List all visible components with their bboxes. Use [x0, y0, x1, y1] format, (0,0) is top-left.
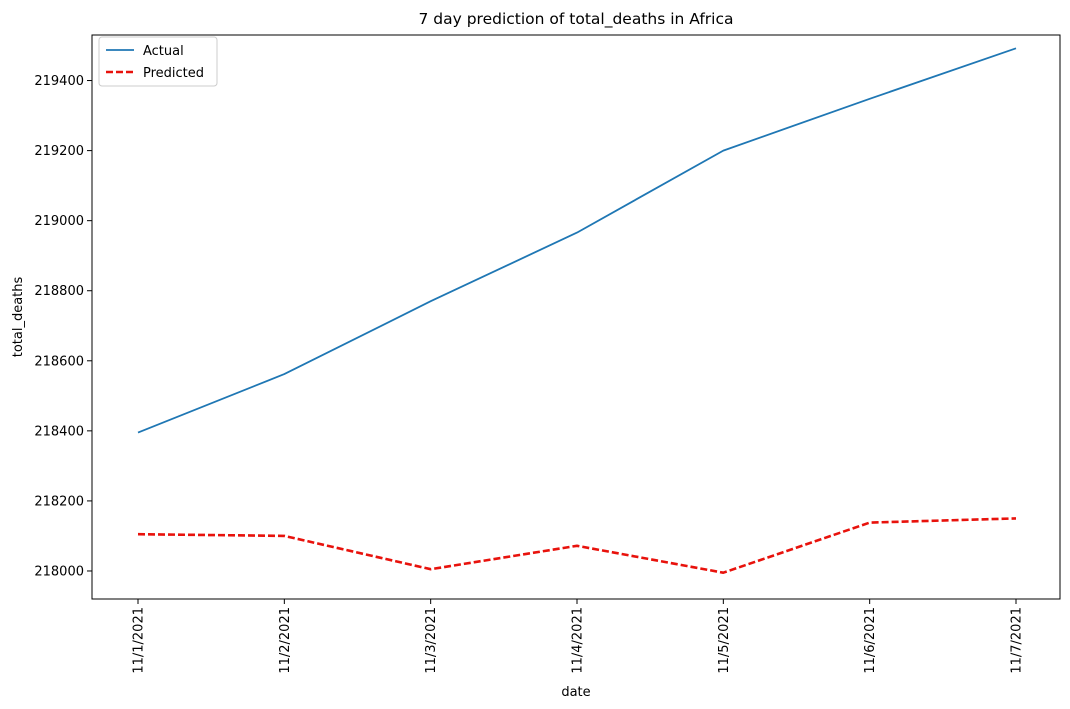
plot-area: 218000 218200 218400 218600 218800 219000 2192…	[34, 34, 1061, 674]
y-tick-label: 219400	[34, 74, 84, 89]
data-point-actual	[868, 97, 872, 101]
data-point-actual	[721, 149, 725, 153]
legend-label-actual: Actual	[143, 44, 184, 59]
x-tick-label: 11/4/2021	[571, 607, 586, 674]
x-axis-label: date	[561, 685, 590, 700]
data-point-actual	[429, 299, 433, 303]
data-point-predicted	[868, 521, 872, 525]
data-point-actual	[282, 372, 286, 376]
legend: Actual Predicted	[98, 36, 218, 87]
legend-label-predicted: Predicted	[143, 66, 204, 81]
x-tick-label: 11/1/2021	[132, 607, 147, 674]
data-point-predicted	[429, 567, 433, 571]
y-tick-label: 218800	[34, 284, 84, 299]
x-tick-label: 11/3/2021	[424, 607, 439, 674]
data-point-actual	[1014, 46, 1018, 50]
y-tick-label: 218400	[34, 424, 84, 439]
x-axis: 11/1/2021 11/2/2021 11/3/2021 11/4/2021 11/5…	[132, 599, 1025, 674]
x-tick-label: 11/6/2021	[863, 607, 878, 674]
chart-title: 7 day prediction of total_deaths in Afri…	[418, 10, 733, 29]
series-line-actual	[137, 47, 1017, 434]
series-line-predicted	[137, 517, 1017, 575]
data-point-predicted	[575, 544, 579, 548]
plot-frame	[91, 34, 1061, 600]
data-point-predicted	[721, 571, 725, 575]
y-tick-label: 219200	[34, 144, 84, 159]
data-point-predicted	[136, 532, 140, 536]
x-tick-label: 11/5/2021	[717, 607, 732, 674]
data-point-actual	[575, 231, 579, 235]
data-point-predicted	[282, 534, 286, 538]
series-layer	[136, 46, 1018, 575]
y-tick-label: 218600	[34, 354, 84, 369]
y-tick-label: 218200	[34, 494, 84, 509]
x-tick-label: 11/2/2021	[278, 607, 293, 674]
y-axis: 218000 218200 218400 218600 218800 219000 2192…	[34, 74, 92, 579]
x-tick-label: 11/7/2021	[1010, 607, 1025, 674]
data-point-predicted	[1014, 516, 1018, 520]
y-tick-label: 218000	[34, 564, 84, 579]
y-tick-label: 219000	[34, 214, 84, 229]
data-point-actual	[136, 431, 140, 435]
y-axis-label: total_deaths	[11, 277, 26, 358]
